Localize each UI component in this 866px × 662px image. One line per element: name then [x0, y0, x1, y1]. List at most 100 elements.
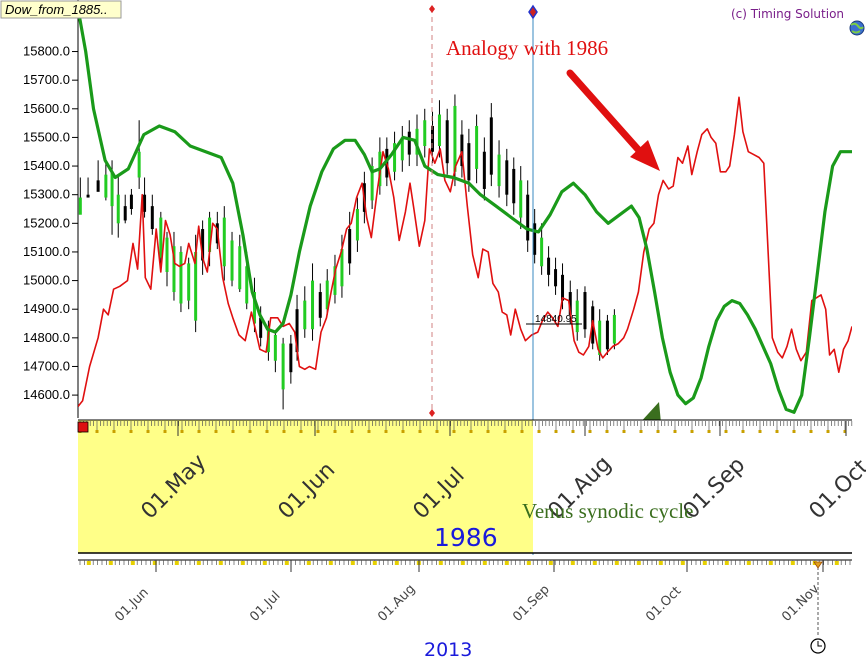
- y-tick-label: 15800.0: [23, 44, 70, 59]
- candle-body: [505, 160, 509, 195]
- candle-body: [259, 317, 263, 338]
- candle-body: [460, 134, 464, 167]
- candle-body: [583, 292, 587, 330]
- cursor-top-diamond[interactable]: [528, 4, 538, 20]
- lower-year-label: 2013: [424, 639, 472, 661]
- candle-body: [273, 334, 277, 361]
- candle-body: [123, 206, 127, 221]
- candle-body: [194, 251, 198, 321]
- candle-body: [519, 180, 523, 218]
- candle-body: [612, 314, 616, 344]
- instrument-label-box[interactable]: [0, 0, 122, 19]
- upper-time-scale[interactable]: [77, 419, 853, 554]
- copyright-text: (c) Timing Solution: [731, 7, 844, 21]
- candle-body: [554, 269, 558, 287]
- candle-body: [150, 206, 154, 230]
- candle-body: [104, 174, 108, 198]
- candle-body: [475, 125, 479, 169]
- candle-body: [533, 223, 537, 255]
- candle-body: [179, 251, 183, 304]
- candle-body: [252, 292, 256, 324]
- analogy-1986-line: [78, 96, 852, 408]
- candle-body: [289, 343, 293, 373]
- candle-body: [230, 240, 234, 281]
- plot-area[interactable]: [78, 0, 852, 418]
- candle-body: [86, 194, 90, 198]
- red-arrow-icon: [566, 69, 660, 171]
- candle-body: [208, 217, 212, 252]
- candle-body: [423, 120, 427, 147]
- candle-body: [245, 266, 249, 304]
- price-readout: 14840.95: [535, 314, 577, 325]
- candle-body: [598, 320, 602, 356]
- candle-body: [96, 180, 100, 192]
- lower-month-label: 01.Nov: [779, 581, 822, 624]
- lower-month-label: 01.Jul: [247, 589, 283, 625]
- candle-body: [116, 194, 120, 224]
- y-axis: 14600.0 14700.0 14800.0 14900.0 15000.0 15100…: [23, 44, 78, 402]
- lower-time-scale[interactable]: [78, 559, 852, 565]
- candle-body: [172, 246, 176, 293]
- y-tick-label: 15200.0: [23, 215, 70, 230]
- candle-body: [575, 300, 579, 333]
- venus-annotation: Venus synodic cycle: [522, 499, 693, 523]
- lower-month-label: 01.Aug: [375, 582, 418, 625]
- candle-body: [370, 166, 374, 201]
- candle-body: [159, 217, 163, 258]
- candle-body: [318, 292, 322, 318]
- candle-body: [281, 343, 285, 390]
- candle-body: [497, 154, 501, 187]
- candle-body: [512, 168, 516, 204]
- y-tick-label: 15600.0: [23, 101, 70, 116]
- y-tick-label: 14700.0: [23, 358, 70, 373]
- venus-cycle-line: [78, 8, 852, 414]
- y-tick-label: 14800.0: [23, 330, 70, 345]
- globe-icon[interactable]: [849, 20, 865, 36]
- candle-body: [437, 114, 441, 147]
- candle-body: [605, 320, 609, 350]
- instrument-label: Dow_from_1885..: [5, 2, 108, 17]
- y-tick-label: 15300.0: [23, 187, 70, 202]
- candle-body: [295, 309, 299, 353]
- y-tick-label: 15400.0: [23, 158, 70, 173]
- candle-body: [201, 229, 205, 261]
- candle-body: [303, 300, 307, 330]
- candle-body: [482, 151, 486, 189]
- candle-body: [467, 143, 471, 181]
- dashed-marker-top-diamond[interactable]: [429, 5, 435, 13]
- y-tick-label: 14600.0: [23, 387, 70, 402]
- candle-body: [325, 280, 329, 310]
- analogy-annotation: Analogy with 1986: [446, 36, 608, 60]
- y-tick-label: 14900.0: [23, 301, 70, 316]
- candle-body: [311, 280, 315, 330]
- candle-body: [453, 105, 457, 172]
- lower-month-label: 01.Oct: [643, 584, 684, 625]
- candle-body: [445, 120, 449, 164]
- candle-body: [129, 194, 133, 209]
- lower-month-label: 01.Jun: [112, 585, 152, 625]
- candle-body: [222, 217, 226, 267]
- candle-body: [333, 266, 337, 295]
- candle-body: [110, 171, 114, 207]
- candle-body: [340, 249, 344, 287]
- y-tick-label: 15500.0: [23, 129, 70, 144]
- upper-year-label: 1986: [434, 523, 498, 552]
- series-layer: [78, 8, 852, 414]
- candle-body: [407, 131, 411, 155]
- scale-start-marker[interactable]: [77, 421, 89, 433]
- candle-body: [561, 274, 565, 301]
- candle-body: [187, 263, 191, 301]
- clock-icon[interactable]: [810, 561, 826, 654]
- candle-body: [143, 194, 147, 212]
- y-tick-label: 15000.0: [23, 273, 70, 288]
- candle-body: [526, 194, 530, 241]
- candle-body: [400, 137, 404, 161]
- y-tick-label: 15700.0: [23, 72, 70, 87]
- candle-body: [238, 246, 242, 290]
- dashed-marker-bottom-diamond[interactable]: [429, 409, 435, 417]
- candle-body: [137, 151, 141, 178]
- lower-month-label: 01.Sep: [510, 582, 553, 625]
- candle-body: [415, 128, 419, 155]
- candle-body: [165, 237, 169, 272]
